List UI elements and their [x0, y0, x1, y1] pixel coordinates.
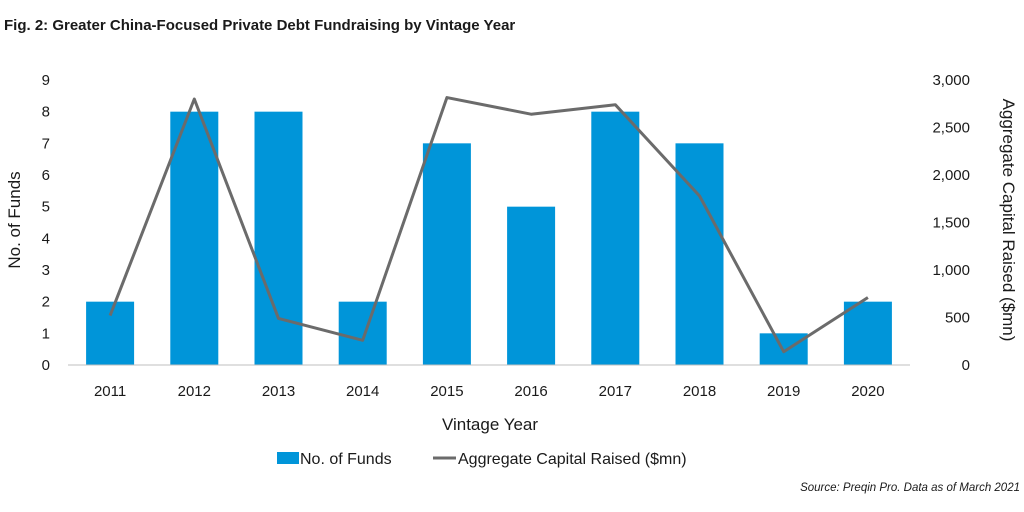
left-y-axis-ticks: 0 1 2 3 4 5 6 7 8 9: [42, 72, 50, 374]
bar-2017: [591, 111, 640, 366]
y-tick-label: 9: [42, 72, 50, 89]
bar-2016: [507, 206, 556, 365]
bar-2015: [422, 143, 471, 365]
y-tick-label: 5: [42, 199, 50, 216]
x-tick-label: 2013: [262, 383, 295, 400]
y-tick-label: 6: [42, 167, 50, 184]
bar-2020: [843, 301, 892, 365]
x-axis-title: Vintage Year: [442, 415, 538, 434]
y2-axis-title: Aggregate Capital Raised ($mn): [999, 99, 1018, 342]
y-tick-label: 4: [42, 230, 50, 247]
x-tick-label: 2011: [94, 383, 126, 400]
y-tick-label: 1: [42, 325, 50, 342]
y-axis-title: No. of Funds: [5, 171, 24, 268]
chart-title: Fig. 2: Greater China-Focused Private De…: [4, 17, 516, 34]
y-tick-label: 3: [42, 262, 50, 279]
x-axis-ticks: 2011 2012 2013 2014 2015 2016 2017 2018 2019 2020: [94, 383, 885, 400]
x-tick-label: 2015: [430, 383, 463, 400]
y-tick-label: 0: [42, 357, 50, 374]
x-tick-label: 2017: [599, 383, 632, 400]
y2-tick-label: 2,500: [932, 120, 970, 137]
bar-2014: [338, 301, 387, 365]
x-tick-label: 2012: [178, 383, 211, 400]
x-tick-label: 2018: [683, 383, 716, 400]
legend-label-funds: No. of Funds: [300, 451, 392, 468]
y2-tick-label: 2,000: [932, 167, 970, 184]
legend-swatch-funds: [277, 452, 299, 464]
capital-raised-line: [108, 96, 869, 354]
y-tick-label: 8: [42, 104, 50, 121]
y-tick-label: 7: [42, 135, 50, 152]
source-note: Source: Preqin Pro. Data as of March 202…: [800, 482, 1020, 494]
y2-tick-label: 3,000: [932, 72, 970, 89]
x-tick-label: 2014: [346, 383, 379, 400]
bar-2013: [254, 111, 303, 366]
y2-tick-label: 500: [945, 310, 970, 327]
bar-2012: [170, 111, 219, 366]
y2-tick-label: 1,500: [932, 215, 970, 232]
legend-label-capital: Aggregate Capital Raised ($mn): [458, 451, 687, 468]
right-y-axis-ticks: 0 500 1,000 1,500 2,000 2,500 3,000: [932, 72, 970, 374]
y-tick-label: 2: [42, 294, 50, 311]
y2-tick-label: 1,000: [932, 262, 970, 279]
legend: No. of Funds Aggregate Capital Raised ($…: [277, 451, 687, 468]
x-tick-label: 2019: [767, 383, 800, 400]
x-tick-label: 2020: [851, 383, 884, 400]
y2-tick-label: 0: [962, 357, 970, 374]
x-tick-label: 2016: [514, 383, 547, 400]
bar-2011: [86, 301, 135, 365]
